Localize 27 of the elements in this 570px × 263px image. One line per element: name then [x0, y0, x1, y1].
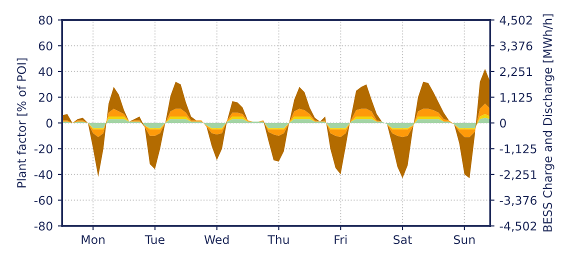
- y2-tick-label: -2,251: [500, 170, 536, 180]
- y2-axis-title: BESS Charge and Discharge [MWh/h]: [542, 14, 554, 232]
- y-tick-label: -80: [34, 222, 52, 231]
- x-tick-label: Thu: [268, 234, 289, 244]
- y-tick-label: 80: [38, 16, 52, 25]
- x-tick-label: Wed: [204, 234, 229, 244]
- y-tick-label: -60: [34, 196, 52, 205]
- y-axis-title: Plant factor [% of POI]: [16, 58, 28, 188]
- y2-tick-label: 1,125: [500, 92, 532, 104]
- y2-tick-label: 0: [500, 118, 506, 128]
- x-tick-label: Sat: [394, 235, 412, 244]
- y2-tick-label: 4,502: [500, 16, 532, 26]
- y-tick-label: 20: [38, 92, 52, 102]
- x-tick-label: Mon: [82, 235, 105, 244]
- y2-tick-label: -4,502: [500, 222, 536, 232]
- y-tick-label: 60: [38, 41, 52, 50]
- x-tick-label: Sun: [454, 235, 475, 244]
- y2-tick-label: 2,251: [500, 67, 532, 78]
- x-tick-label: Fri: [334, 234, 347, 244]
- y2-tick-label: 3,376: [500, 41, 532, 52]
- y2-tick-label: -1,125: [500, 144, 536, 155]
- y2-tick-label: -3,376: [500, 196, 537, 206]
- y-tick-label: 0: [46, 118, 52, 128]
- y-tick-label: 40: [38, 67, 52, 76]
- y-tick-label: -40: [34, 170, 52, 180]
- y-tick-label: -20: [34, 144, 52, 154]
- x-tick-label: Tue: [144, 235, 164, 244]
